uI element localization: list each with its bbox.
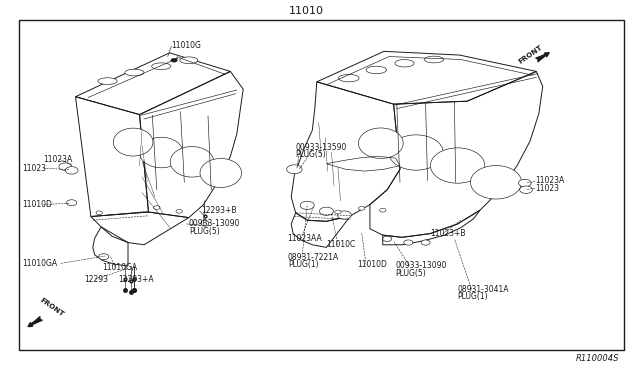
Ellipse shape	[152, 63, 171, 70]
Text: PLUG(5): PLUG(5)	[189, 227, 220, 236]
Ellipse shape	[125, 69, 144, 76]
Circle shape	[520, 186, 532, 193]
Ellipse shape	[366, 66, 387, 74]
Text: R110004S: R110004S	[576, 354, 620, 363]
Text: FRONT: FRONT	[517, 44, 543, 65]
Ellipse shape	[430, 148, 485, 183]
Text: 11010GA: 11010GA	[102, 263, 138, 272]
Circle shape	[421, 240, 430, 245]
Circle shape	[99, 254, 109, 260]
Text: 00933-13090: 00933-13090	[396, 262, 447, 270]
Text: 08931-3041A: 08931-3041A	[458, 285, 509, 294]
Circle shape	[380, 208, 386, 212]
Circle shape	[171, 58, 177, 62]
Text: 11010: 11010	[289, 6, 323, 16]
Circle shape	[383, 236, 392, 241]
Circle shape	[176, 209, 182, 213]
Text: 11010G: 11010G	[172, 41, 202, 50]
Ellipse shape	[201, 220, 209, 226]
Text: PLUG(5): PLUG(5)	[396, 269, 426, 278]
Circle shape	[358, 206, 365, 210]
Text: 00933-13590: 00933-13590	[296, 143, 347, 152]
Ellipse shape	[389, 135, 443, 170]
Text: 12293+A: 12293+A	[118, 275, 154, 284]
Text: FRONT: FRONT	[38, 296, 65, 317]
Text: 11010D: 11010D	[22, 200, 52, 209]
Circle shape	[335, 210, 341, 214]
Ellipse shape	[140, 137, 183, 168]
Text: 08931-7221A: 08931-7221A	[288, 253, 339, 262]
Circle shape	[287, 165, 302, 174]
Ellipse shape	[358, 128, 403, 158]
Bar	[19, 20, 624, 350]
Text: 11010GA: 11010GA	[22, 259, 58, 268]
Text: 12293+B: 12293+B	[202, 206, 237, 215]
Ellipse shape	[170, 147, 214, 177]
Circle shape	[67, 200, 77, 206]
Circle shape	[404, 240, 413, 245]
Ellipse shape	[200, 158, 242, 187]
Ellipse shape	[339, 74, 359, 82]
Circle shape	[319, 207, 333, 215]
Text: 11023: 11023	[22, 164, 47, 173]
Ellipse shape	[424, 56, 444, 63]
Circle shape	[300, 201, 314, 209]
Circle shape	[96, 211, 102, 215]
Text: 11023A: 11023A	[44, 155, 73, 164]
Ellipse shape	[395, 60, 414, 67]
Text: 12293: 12293	[84, 275, 109, 284]
Circle shape	[65, 167, 78, 174]
Text: PLUG(5): PLUG(5)	[296, 150, 326, 159]
Ellipse shape	[113, 128, 153, 156]
Text: PLUG(1): PLUG(1)	[458, 292, 488, 301]
Text: PLUG(1): PLUG(1)	[288, 260, 319, 269]
Ellipse shape	[470, 166, 522, 199]
Circle shape	[59, 163, 72, 170]
Text: 11010C: 11010C	[326, 240, 356, 249]
Ellipse shape	[180, 57, 198, 64]
Circle shape	[154, 206, 160, 209]
Text: 11023A: 11023A	[535, 176, 564, 185]
Ellipse shape	[98, 78, 117, 84]
Text: 11023: 11023	[535, 184, 559, 193]
Text: 11023AA: 11023AA	[287, 234, 321, 243]
Circle shape	[518, 179, 531, 187]
Text: 11010D: 11010D	[357, 260, 387, 269]
Text: 11023+B: 11023+B	[430, 229, 465, 238]
Circle shape	[337, 211, 351, 219]
Text: 00933-13090: 00933-13090	[189, 219, 240, 228]
